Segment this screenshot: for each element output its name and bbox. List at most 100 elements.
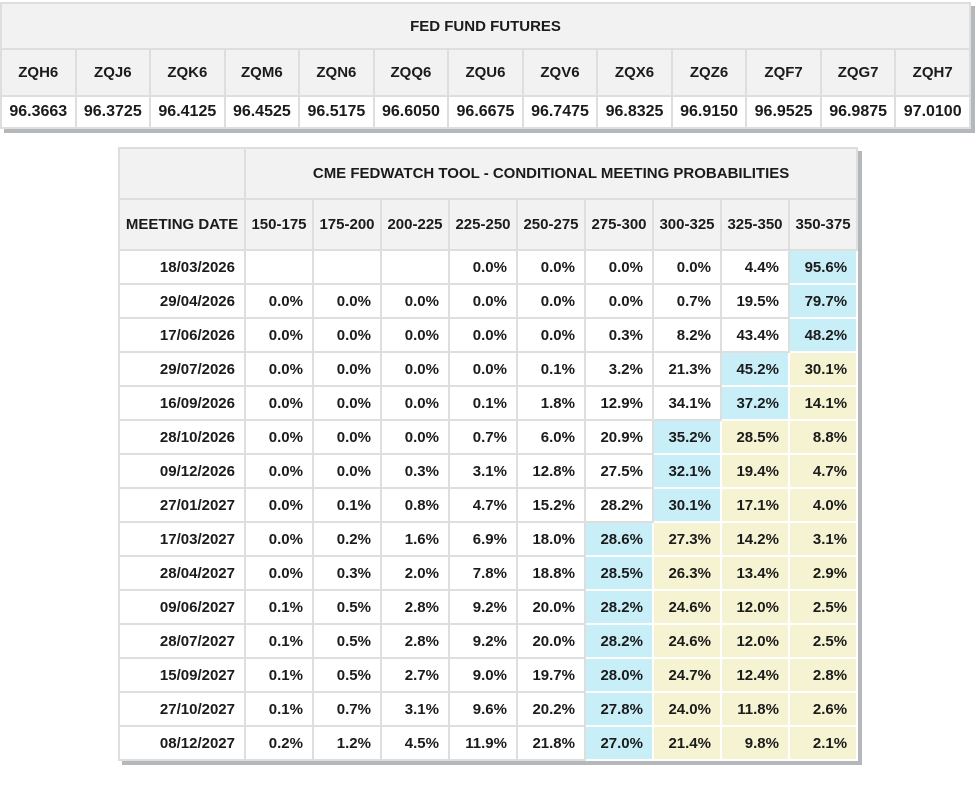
- contract-header-cell: ZQJ6: [74, 48, 152, 97]
- probability-cell: 12.0%: [720, 623, 790, 659]
- probability-cell: 0.0%: [312, 453, 382, 489]
- probability-cell: 24.6%: [652, 623, 722, 659]
- probability-cell: 2.5%: [787, 623, 859, 659]
- rate-range-header: 175-200: [312, 198, 382, 251]
- probability-cell: 0.1%: [448, 385, 518, 421]
- probability-cell: 0.0%: [380, 385, 450, 421]
- probability-cell: 0.7%: [448, 419, 518, 455]
- probability-cell: 2.7%: [380, 657, 450, 693]
- probability-cell: 0.1%: [244, 623, 314, 659]
- probability-cell: 0.0%: [448, 351, 518, 387]
- price-cell: 96.8325: [596, 95, 673, 129]
- probability-cell: 20.2%: [516, 691, 586, 727]
- price-cell: 96.9150: [670, 95, 748, 129]
- probability-cell: 0.0%: [380, 351, 450, 387]
- price-cell: 96.3663: [0, 95, 77, 129]
- probability-cell: 0.0%: [516, 283, 586, 319]
- fedwatch-row: 17/06/2026 0.0% 0.0% 0.0% 0.0% 0.0% 0.3% 8.2% 43…: [118, 317, 859, 353]
- probability-cell: 2.1%: [787, 725, 859, 761]
- probability-cell: 0.0%: [244, 453, 314, 489]
- rate-range-header: 250-275: [516, 198, 586, 251]
- meeting-date-header: MEETING DATE: [118, 198, 246, 251]
- probability-cell: 21.4%: [652, 725, 722, 761]
- probability-cell: 2.8%: [380, 623, 450, 659]
- fedwatch-header-row: MEETING DATE 150-175 175-200 200-225 225-250…: [118, 198, 859, 251]
- probability-cell: 27.0%: [584, 725, 654, 761]
- contract-header-cell: ZQH6: [0, 48, 77, 97]
- probability-cell: 0.0%: [244, 487, 314, 523]
- probability-cell: 0.5%: [312, 623, 382, 659]
- probability-cell: 0.0%: [380, 317, 450, 353]
- probability-cell: 43.4%: [720, 317, 790, 353]
- probability-cell: 27.8%: [584, 691, 654, 727]
- price-cell: 96.7475: [521, 95, 599, 129]
- probability-cell: 14.2%: [720, 521, 790, 557]
- fedwatch-body: 18/03/2026 0.0% 0.0% 0.0% 0.0% 4.4% 95.6% 29/04…: [118, 249, 859, 761]
- probability-cell: 4.4%: [720, 249, 790, 285]
- contract-header-cell: ZQM6: [223, 48, 301, 97]
- probability-cell: 6.0%: [516, 419, 586, 455]
- contract-header-cell: ZQX6: [596, 48, 673, 97]
- probability-cell: 4.0%: [787, 487, 859, 523]
- probability-cell: 11.8%: [720, 691, 790, 727]
- probability-cell: 30.1%: [652, 487, 722, 523]
- meeting-date-cell: 27/10/2027: [118, 691, 246, 727]
- probability-cell: 0.0%: [584, 249, 654, 285]
- probability-cell: 95.6%: [787, 249, 859, 285]
- probability-cell: 0.2%: [312, 521, 382, 557]
- probability-cell: 0.5%: [312, 657, 382, 693]
- futures-table-title: FED FUND FUTURES: [0, 2, 971, 50]
- probability-cell: 8.2%: [652, 317, 722, 353]
- probability-cell: 0.0%: [652, 249, 722, 285]
- probability-cell: 19.4%: [720, 453, 790, 489]
- probability-cell: 3.2%: [584, 351, 654, 387]
- probability-cell: 0.0%: [244, 283, 314, 319]
- meeting-date-cell: 09/12/2026: [118, 453, 246, 489]
- probability-cell: 0.0%: [244, 385, 314, 421]
- probability-cell: 13.4%: [720, 555, 790, 591]
- price-cell: 96.6050: [372, 95, 450, 129]
- probability-cell: 0.1%: [312, 487, 382, 523]
- contract-header-cell: ZQQ6: [372, 48, 450, 97]
- contract-header-cell: ZQN6: [298, 48, 375, 97]
- fedwatch-row: 09/06/2027 0.1% 0.5% 2.8% 9.2% 20.0% 28.2% 24.6…: [118, 589, 859, 625]
- probability-cell: 0.1%: [244, 691, 314, 727]
- rate-range-header: 200-225: [380, 198, 450, 251]
- probability-cell: 24.7%: [652, 657, 722, 693]
- probability-cell: 2.8%: [380, 589, 450, 625]
- fedwatch-row: 27/10/2027 0.1% 0.7% 3.1% 9.6% 20.2% 27.8% 24.0…: [118, 691, 859, 727]
- meeting-date-cell: 09/06/2027: [118, 589, 246, 625]
- contract-header-cell: ZQF7: [745, 48, 822, 97]
- probability-cell: 79.7%: [787, 283, 859, 319]
- probability-cell: 0.1%: [244, 657, 314, 693]
- probability-cell: 3.1%: [380, 691, 450, 727]
- probability-cell: 0.0%: [312, 317, 382, 353]
- price-cell: 96.9875: [819, 95, 897, 129]
- probability-cell: 28.5%: [720, 419, 790, 455]
- probability-cell: 28.6%: [584, 521, 654, 557]
- futures-price-row: 96.3663 96.3725 96.4125 96.4525 96.5175 96.60…: [0, 95, 971, 129]
- meeting-date-cell: 28/10/2026: [118, 419, 246, 455]
- fedwatch-table-title: CME FEDWATCH TOOL - CONDITIONAL MEETING …: [243, 147, 859, 200]
- probability-cell: 8.8%: [787, 419, 859, 455]
- probability-cell: 19.7%: [516, 657, 586, 693]
- fed-fund-futures-table: FED FUND FUTURES ZQH6 ZQJ6 ZQK6 ZQM6 ZQN6 ZQQ…: [0, 2, 971, 129]
- probability-cell: 37.2%: [720, 385, 790, 421]
- probability-cell: 18.8%: [516, 555, 586, 591]
- probability-cell: 2.6%: [787, 691, 859, 727]
- probability-cell: 0.5%: [312, 589, 382, 625]
- probability-cell: 0.0%: [448, 249, 518, 285]
- probability-cell: 0.7%: [312, 691, 382, 727]
- probability-cell: 2.0%: [380, 555, 450, 591]
- probability-cell: 20.9%: [584, 419, 654, 455]
- probability-cell: 30.1%: [787, 351, 859, 387]
- probability-cell: [312, 249, 382, 285]
- probability-cell: 35.2%: [652, 419, 722, 455]
- probability-cell: 0.1%: [516, 351, 586, 387]
- fedwatch-row: 16/09/2026 0.0% 0.0% 0.0% 0.1% 1.8% 12.9% 34.1%…: [118, 385, 859, 421]
- meeting-date-cell: 28/04/2027: [118, 555, 246, 591]
- probability-cell: 0.0%: [244, 419, 314, 455]
- probability-cell: 15.2%: [516, 487, 586, 523]
- probability-cell: 28.2%: [584, 589, 654, 625]
- probability-cell: 48.2%: [787, 317, 859, 353]
